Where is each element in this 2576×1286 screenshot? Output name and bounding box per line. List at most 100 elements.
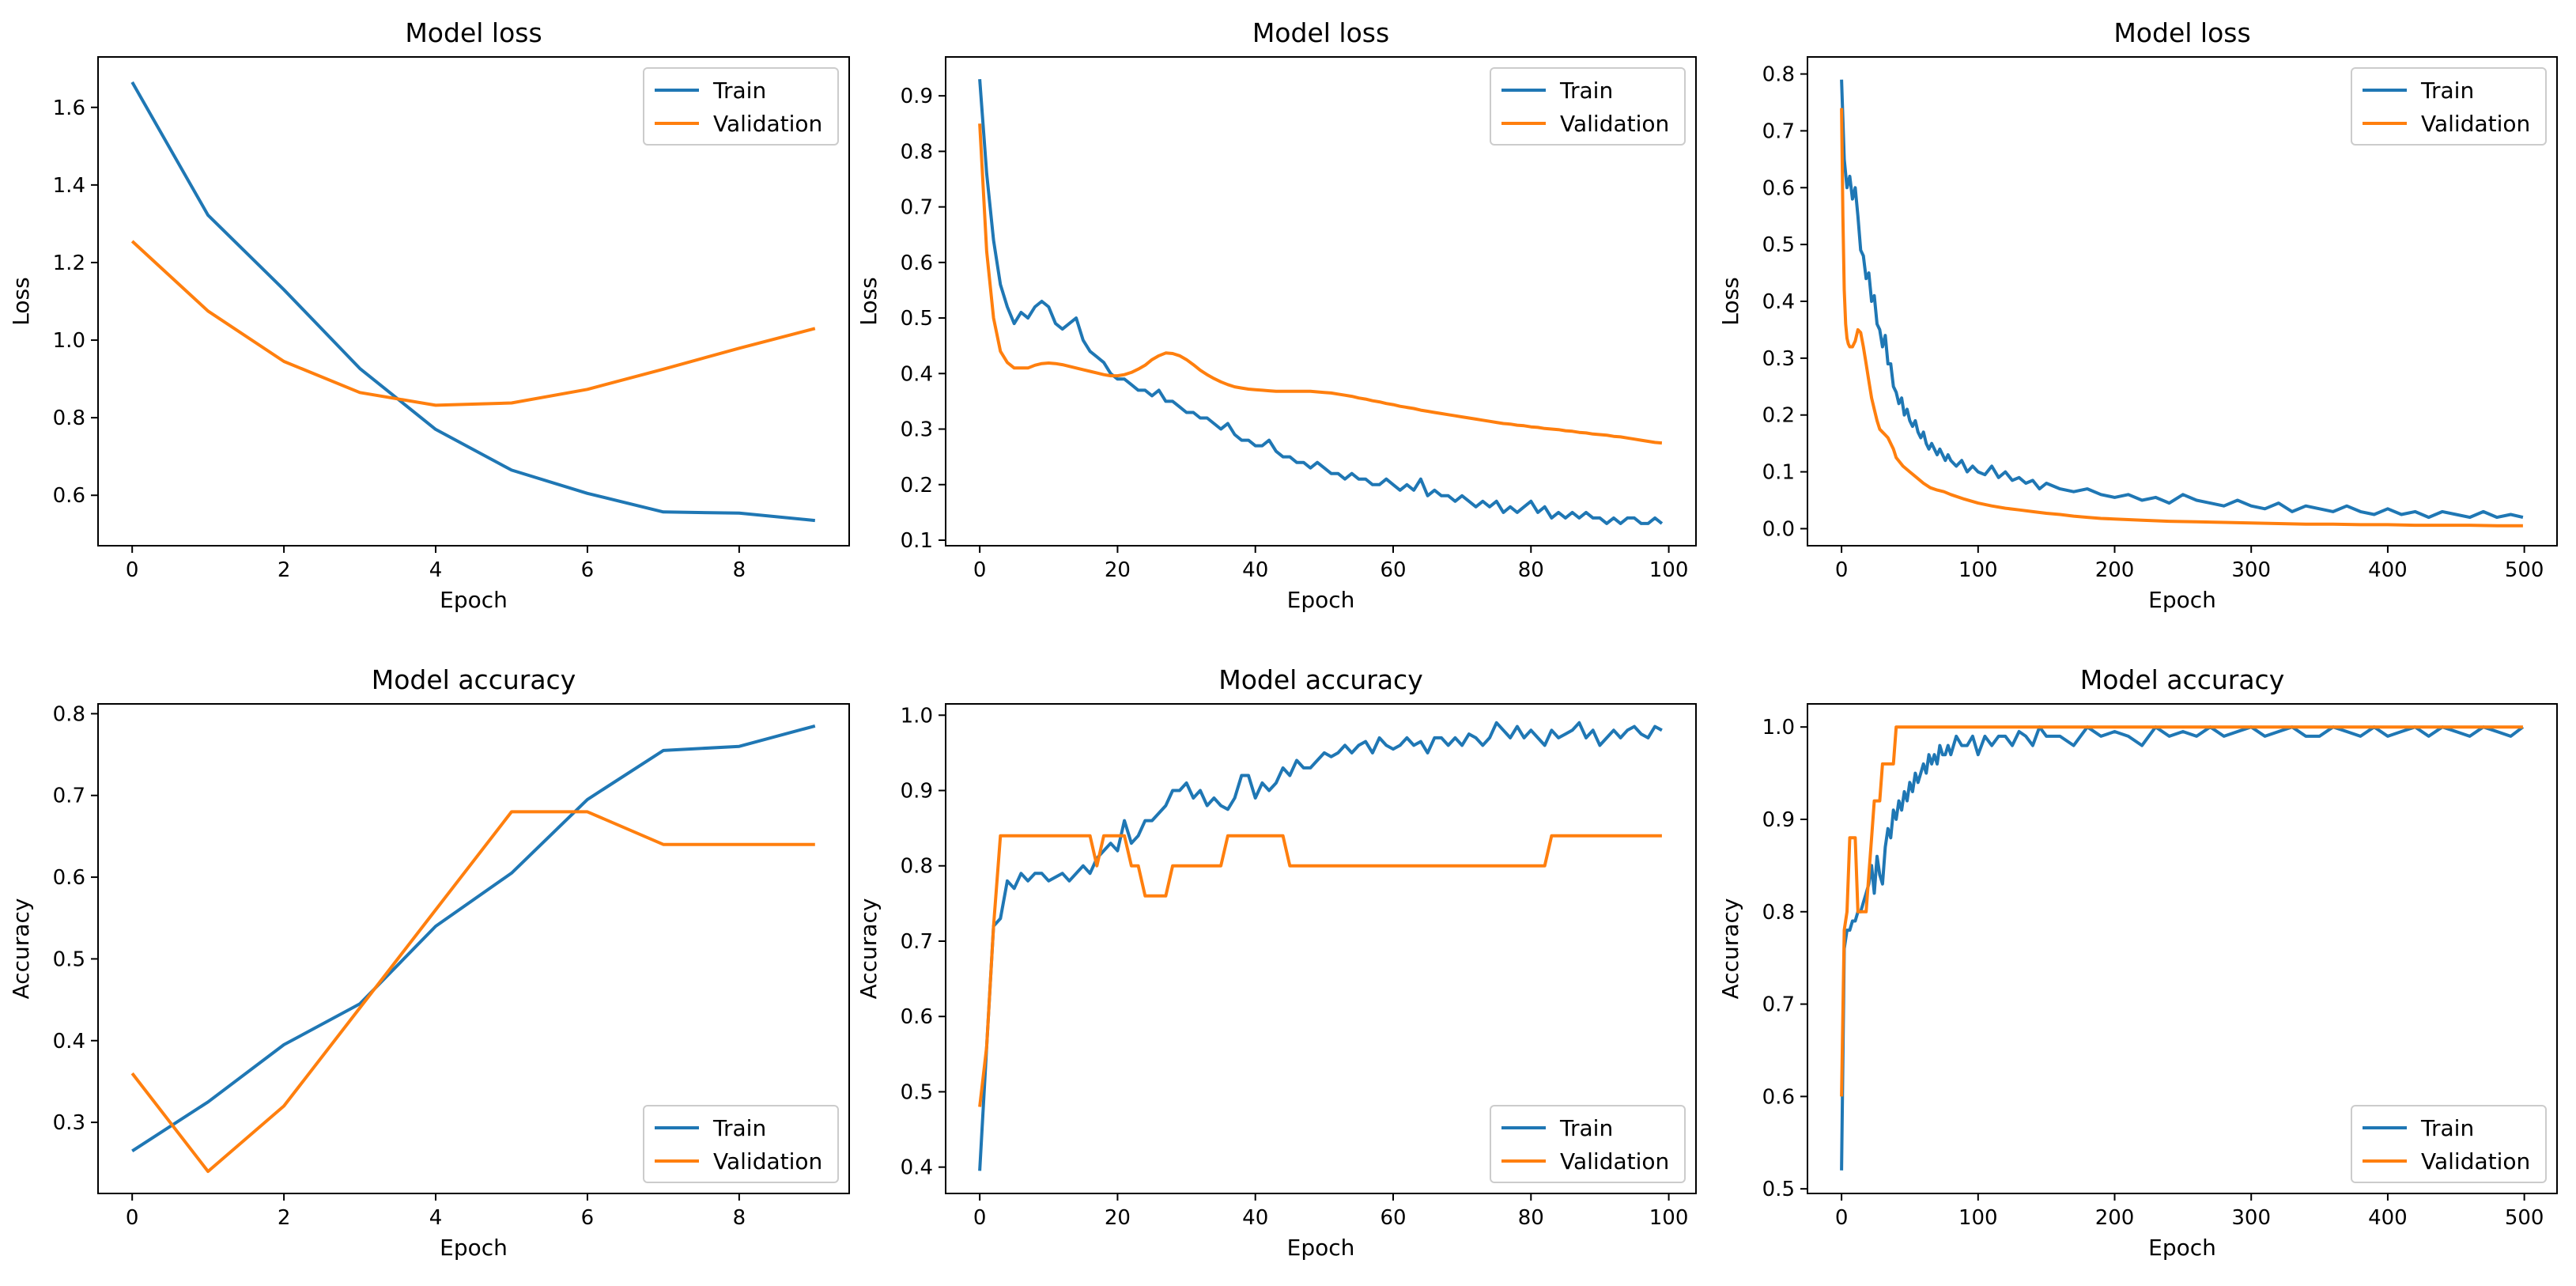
x-tick-label: 0: [1835, 558, 1849, 582]
y-tick-label: 0.5: [53, 947, 85, 971]
legend-box: [643, 67, 839, 146]
y-axis-label: Accuracy: [1717, 898, 1743, 1000]
x-tick-label: 60: [1380, 558, 1406, 582]
y-tick-label: 0.1: [1762, 461, 1795, 485]
y-tick-label: 0.6: [1762, 1085, 1795, 1109]
series-line-validation: [978, 123, 1663, 445]
y-tick-label: 0.6: [53, 484, 85, 508]
x-tick-label: 40: [1242, 558, 1268, 582]
legend-box: [2351, 67, 2547, 146]
x-tick-label: 100: [1649, 1206, 1689, 1230]
chart-panel-loss-100: Model loss 0 20 40 60 80 100 0.1 0.2 0.3 0.4 0.5 0.6…: [856, 17, 1697, 613]
x-tick-label: 500: [2505, 558, 2544, 582]
y-tick-label: 0.3: [53, 1111, 85, 1135]
chart-title: Model loss: [1252, 17, 1389, 48]
x-axis-label: Epoch: [2148, 587, 2216, 613]
chart-title: Model loss: [405, 17, 542, 48]
y-tick-label: 0.5: [901, 1080, 933, 1104]
x-axis-label: Epoch: [1287, 587, 1355, 613]
series-line-train: [1840, 725, 2525, 1171]
series-line-validation: [1840, 725, 2523, 1097]
y-tick-label: 0.8: [901, 140, 933, 164]
chart-panel-acc-100: Model accuracy 0 20 40 60 80 100 0.4 0.5 0.6 0.7 0.…: [856, 664, 1697, 1261]
y-tick-label: 0.3: [901, 418, 933, 442]
legend-box: [1490, 67, 1686, 146]
legend: Train Validation: [1490, 1105, 1686, 1183]
y-tick-label: 0.8: [53, 702, 85, 726]
y-tick-label: 0.8: [53, 407, 85, 430]
y-tick-label: 0.6: [901, 1005, 933, 1029]
x-tick-label: 300: [2231, 558, 2271, 582]
y-tick-label: 0.9: [901, 85, 933, 108]
y-tick-label: 0.7: [1762, 119, 1795, 143]
x-tick-label: 400: [2368, 1206, 2408, 1230]
legend: Train Validation: [643, 67, 839, 146]
y-axis-label: Loss: [8, 277, 34, 325]
y-tick-label: 0.8: [1762, 63, 1795, 87]
x-axis-label: Epoch: [1287, 1235, 1355, 1261]
x-tick-label: 4: [429, 558, 443, 582]
x-tick-label: 20: [1105, 558, 1131, 582]
x-tick-label: 4: [429, 1206, 443, 1230]
series-line-train: [130, 81, 815, 523]
y-tick-label: 1.4: [53, 174, 85, 198]
x-tick-label: 0: [973, 558, 987, 582]
y-tick-label: 0.4: [901, 362, 933, 386]
legend-label-train: Train: [712, 1115, 766, 1141]
legend: Train Validation: [1490, 67, 1686, 146]
x-tick-label: 6: [581, 1206, 595, 1230]
y-tick-label: 0.8: [901, 855, 933, 879]
y-tick-label: 0.2: [901, 474, 933, 497]
x-tick-label: 20: [1105, 1206, 1131, 1230]
y-tick-label: 0.8: [1762, 901, 1795, 925]
y-axis-label: Loss: [1717, 277, 1743, 325]
chart-title: Model loss: [2113, 17, 2250, 48]
y-tick-label: 0.7: [901, 930, 933, 954]
x-tick-label: 40: [1242, 1206, 1268, 1230]
legend: Train Validation: [2351, 67, 2547, 146]
x-tick-label: 6: [581, 558, 595, 582]
x-tick-label: 60: [1380, 1206, 1406, 1230]
legend: Train Validation: [643, 1105, 839, 1183]
legend-label-train: Train: [1559, 78, 1613, 104]
chart-title: Model accuracy: [372, 664, 576, 695]
legend-box: [643, 1105, 839, 1183]
legend-label-train: Train: [1559, 1115, 1613, 1141]
x-tick-label: 0: [126, 1206, 139, 1230]
chart-panel-acc-10: Model accuracy 0 2 4 6 8 0.3 0.4 0.5 0.6 0.7 0.8 Epo…: [8, 664, 850, 1261]
y-tick-label: 1.0: [901, 704, 933, 728]
x-tick-label: 200: [2095, 1206, 2135, 1230]
series-line-train: [978, 78, 1664, 525]
legend-label-validation: Validation: [2421, 1148, 2530, 1174]
legend-label-train: Train: [2420, 78, 2474, 104]
legend-label-train: Train: [712, 78, 766, 104]
x-tick-label: 0: [126, 558, 139, 582]
y-axis-label: Accuracy: [856, 898, 882, 1000]
legend-label-validation: Validation: [1560, 1148, 1669, 1174]
y-tick-label: 1.6: [53, 96, 85, 120]
x-tick-label: 8: [733, 1206, 746, 1230]
x-tick-label: 80: [1518, 1206, 1544, 1230]
x-tick-label: 300: [2231, 1206, 2271, 1230]
y-tick-label: 0.7: [901, 196, 933, 220]
y-tick-label: 0.0: [1762, 517, 1795, 541]
x-axis-label: Epoch: [440, 1235, 508, 1261]
x-axis-label: Epoch: [440, 587, 508, 613]
series-line-validation: [130, 810, 815, 1174]
chart-title: Model accuracy: [1218, 664, 1422, 695]
axes-frame: [945, 703, 1697, 1194]
legend: Train Validation: [2351, 1105, 2547, 1183]
x-tick-label: 400: [2368, 558, 2408, 582]
legend-box: [1490, 1105, 1686, 1183]
y-tick-label: 0.5: [901, 307, 933, 331]
y-tick-label: 0.1: [901, 529, 933, 553]
series-line-validation: [1840, 108, 2523, 528]
y-tick-label: 1.0: [1762, 716, 1795, 739]
y-tick-label: 0.4: [1762, 290, 1795, 314]
x-axis-label: Epoch: [2148, 1235, 2216, 1261]
axes-frame: [1807, 703, 2558, 1194]
x-tick-label: 2: [278, 558, 291, 582]
axes-frame: [97, 703, 850, 1194]
series-line-train: [131, 724, 816, 1152]
series-line-validation: [130, 240, 816, 407]
